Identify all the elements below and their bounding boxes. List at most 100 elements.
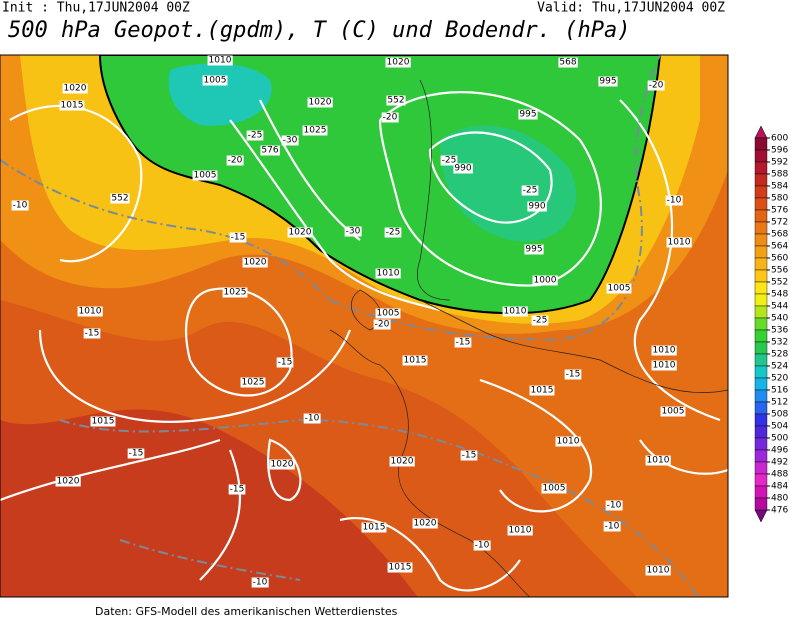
map-label-box [381, 112, 399, 123]
map-label: -15 [566, 370, 581, 380]
map-label-box [402, 355, 428, 366]
map-label: 990 [454, 164, 471, 174]
map-label: 1020 [289, 228, 312, 238]
colorbar-segment [754, 437, 768, 451]
colorbar-segment [754, 353, 768, 367]
footer-source: Daten: GFS-Modell des amerikanischen Wet… [95, 605, 398, 618]
map-label-box [453, 163, 473, 174]
map-label: -30 [283, 136, 298, 146]
colorbar-segment [754, 281, 768, 295]
colorbar-segment [754, 245, 768, 259]
map-label: -10 [667, 196, 682, 206]
map-label: 1005 [204, 76, 227, 86]
map-label: -10 [475, 541, 490, 551]
map-label-box [240, 377, 266, 388]
colorbar-label: 520 [771, 374, 788, 384]
colorbar-label: 540 [771, 314, 788, 324]
colorbar-label: 504 [771, 422, 788, 432]
map-label-box [269, 459, 295, 470]
map-label-box [228, 484, 246, 495]
map-label: -15 [278, 358, 293, 368]
map-label-box [344, 226, 362, 237]
map-label: 1010 [653, 346, 676, 356]
colorbar-segment [754, 377, 768, 391]
colorbar-label: 532 [771, 338, 788, 348]
map-label-box [507, 525, 533, 536]
map-label-box [229, 232, 247, 243]
map-label-box [386, 95, 406, 106]
colorbar-segment [754, 389, 768, 403]
map-label-box [412, 518, 438, 529]
colorbar-segment [754, 341, 768, 355]
map-label: 1010 [647, 456, 670, 466]
map-label-box [281, 135, 299, 146]
colorbar-segment [754, 137, 768, 151]
map-label: 995 [599, 77, 616, 87]
map-label: 552 [111, 194, 128, 204]
map-label-box [385, 57, 411, 68]
map-label-box [651, 345, 677, 356]
map-label-box [460, 450, 478, 461]
map-label: -10 [253, 578, 268, 588]
map-label-box [454, 337, 472, 348]
colorbar-segment [754, 233, 768, 247]
map-label: 1015 [404, 356, 427, 366]
map-label: -10 [13, 201, 28, 211]
map-label: -10 [607, 501, 622, 511]
map-label-box [276, 357, 294, 368]
colorbar-segment [754, 461, 768, 475]
map-label: 1000 [534, 276, 557, 286]
colorbar-bottom-arrow [754, 509, 768, 523]
map-label-box [287, 227, 313, 238]
colorbar-label: 492 [771, 458, 788, 468]
map-label: 1020 [57, 477, 80, 487]
map-label-box [532, 275, 558, 286]
colorbar-label: 592 [771, 158, 788, 168]
map-label-box [555, 436, 581, 447]
map-label: -20 [228, 156, 243, 166]
colorbar-segment [754, 473, 768, 487]
colorbar-segment [754, 401, 768, 415]
colorbar-segment [754, 209, 768, 223]
map-label: 552 [387, 96, 404, 106]
colorbar-label: 556 [771, 266, 788, 276]
map-label: 1015 [389, 563, 412, 573]
map-label: -25 [442, 156, 457, 166]
map-label-box [529, 385, 555, 396]
map-label-box [665, 195, 683, 206]
map-label: 1010 [79, 307, 102, 317]
colorbar-label: 476 [771, 506, 788, 516]
map-label: 1020 [391, 457, 414, 467]
colorbar-label: 508 [771, 410, 788, 420]
colorbar-segment [754, 305, 768, 319]
map-label: 1005 [377, 309, 400, 319]
map-label-box [207, 55, 233, 66]
map-label: 1020 [414, 519, 437, 529]
map-label: 1015 [363, 523, 386, 533]
map-label-box [564, 369, 582, 380]
map-label: 1020 [244, 258, 267, 268]
colorbar-label: 572 [771, 218, 788, 228]
map-label-box [90, 416, 116, 427]
map-label: 1025 [224, 288, 247, 298]
init-label: Init : Thu,17JUN2004 00Z [2, 1, 190, 16]
map-label-box [605, 500, 623, 511]
colorbar-segment [754, 365, 768, 379]
map-label-box [603, 521, 621, 532]
colorbar-segment [754, 257, 768, 271]
map-label-box [127, 448, 145, 459]
map-label-box [192, 170, 218, 181]
map-label-box [222, 287, 248, 298]
map-label-box [375, 268, 401, 279]
map-label: 1010 [557, 437, 580, 447]
colorbar-segment [754, 329, 768, 343]
map-label-box [645, 565, 671, 576]
map-label: -15 [231, 233, 246, 243]
map-label-box [606, 283, 632, 294]
colorbar-segment [754, 269, 768, 283]
map-label-box [502, 306, 528, 317]
map-label-box [226, 155, 244, 166]
colorbar-label: 500 [771, 434, 788, 444]
map-label-box [660, 406, 686, 417]
map-label-box [59, 100, 85, 111]
